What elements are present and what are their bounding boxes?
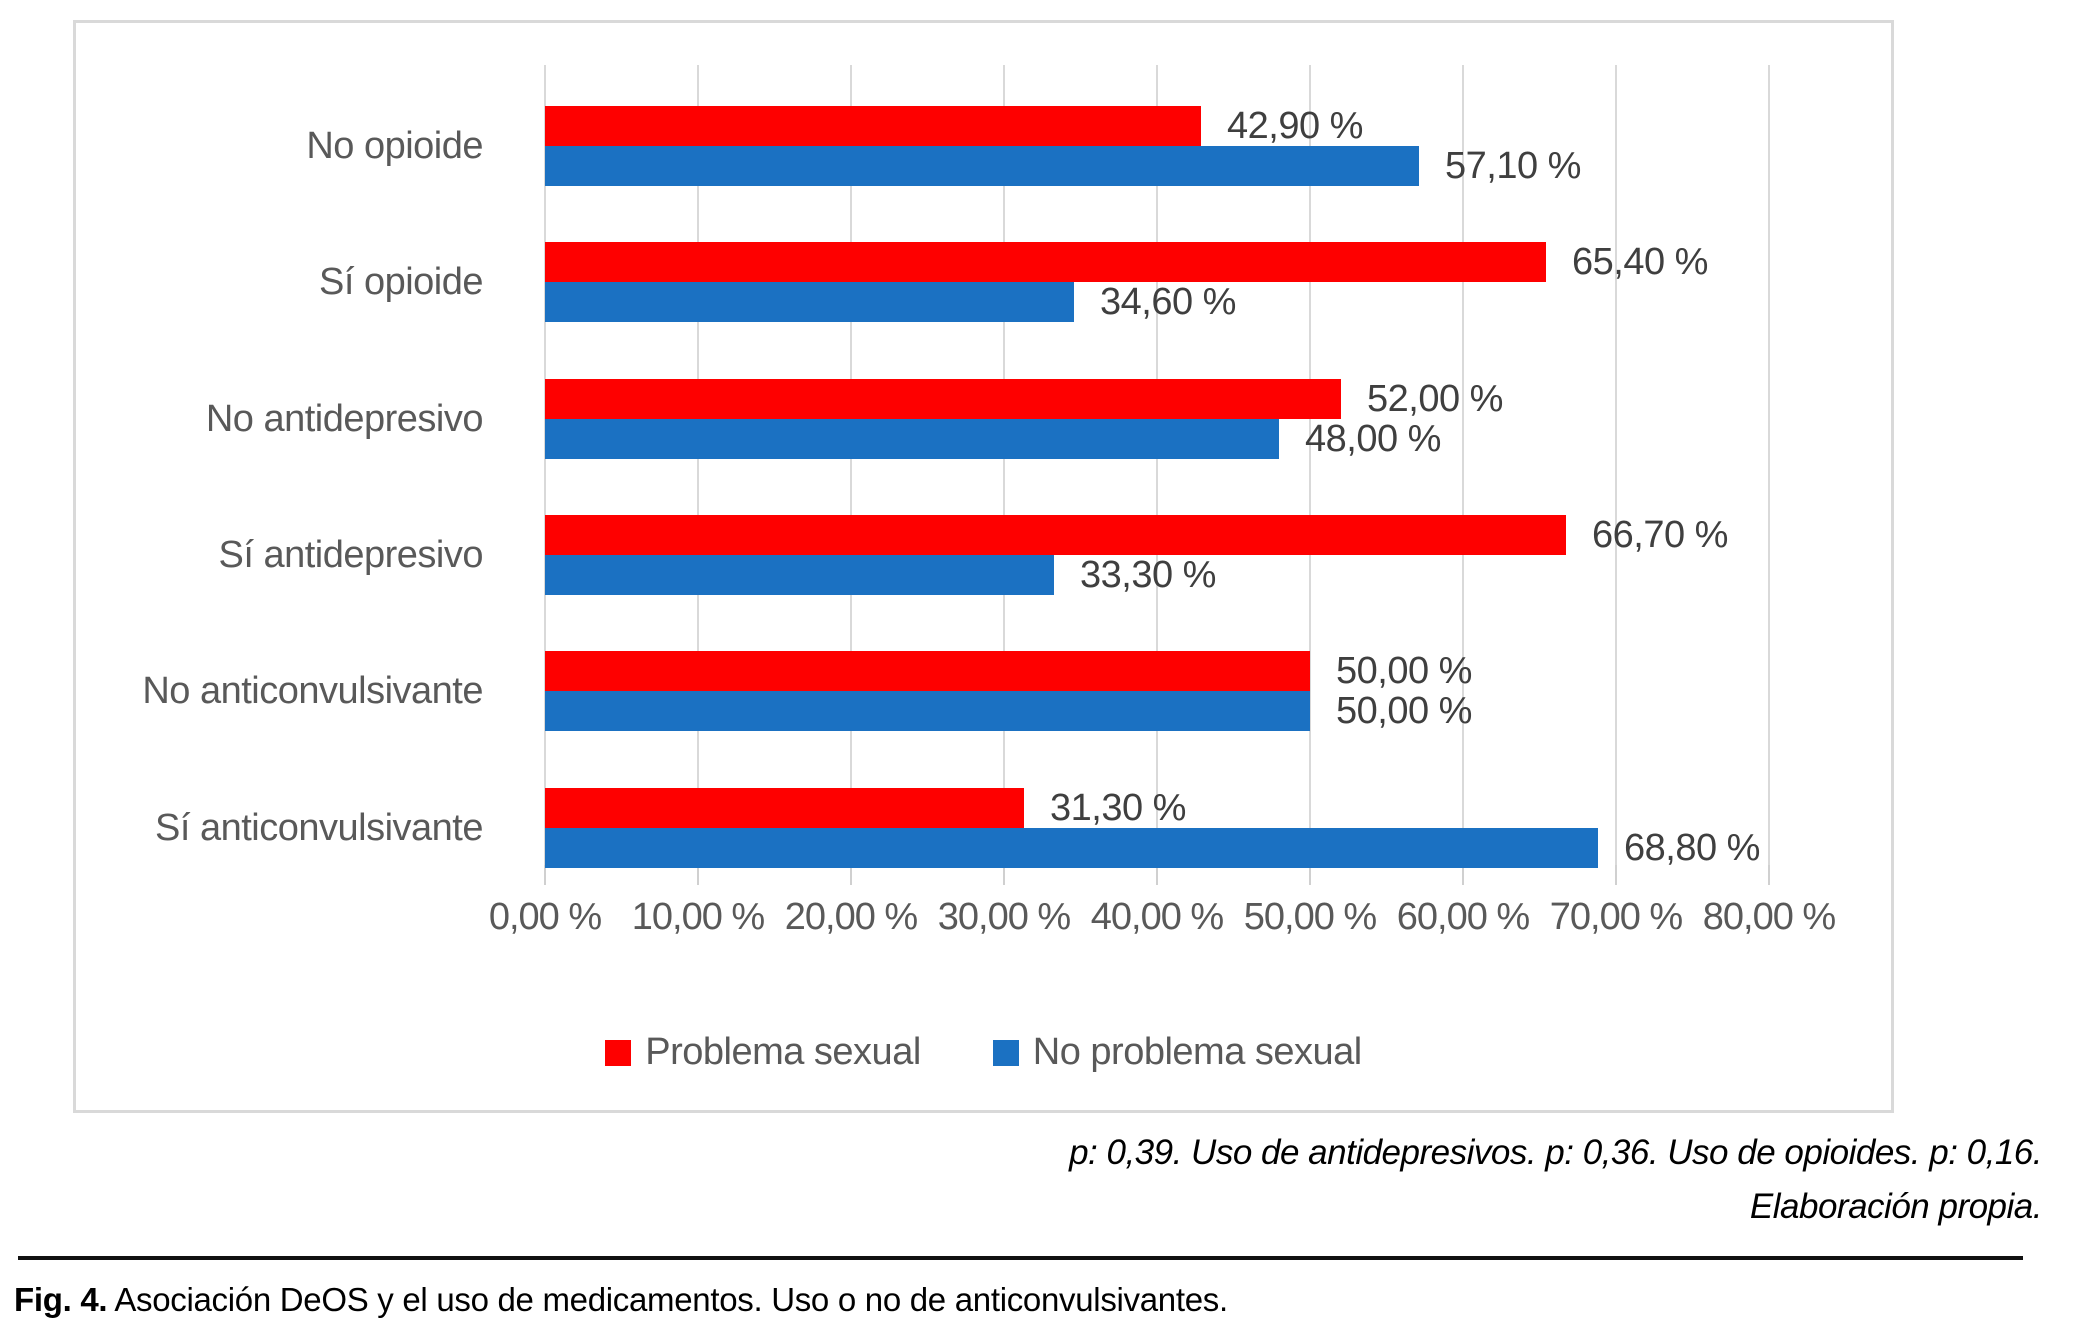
- figure-caption: Fig. 4. Asociación DeOS y el uso de medi…: [14, 1278, 2014, 1322]
- x-axis-tick-label: 80,00 %: [1702, 896, 1836, 938]
- category-label: No antidepresivo: [205, 397, 484, 440]
- gridline: [1003, 65, 1005, 865]
- bar-problema-sexual: [545, 515, 1566, 555]
- x-axis-tick-label: 60,00 %: [1396, 896, 1530, 938]
- figure-notes: p: 0,39. Uso de antidepresivos. p: 0,36.…: [500, 1126, 2042, 1234]
- bar-no-problema-sexual: [545, 419, 1279, 459]
- category-label: No opioide: [306, 125, 483, 167]
- axis-tick: [544, 865, 546, 885]
- legend-swatch-problema-sexual: [605, 1039, 632, 1066]
- axis-tick: [1462, 865, 1464, 885]
- axis-tick: [1768, 865, 1770, 885]
- x-axis-tick-label: 40,00 %: [1090, 896, 1224, 938]
- category-label: Sí antidepresivo: [218, 533, 484, 576]
- legend-entry-problema-sexual: Problema sexual: [605, 1031, 921, 1074]
- bar-problema-sexual: [545, 788, 1024, 828]
- bar-no-problema-sexual: [545, 146, 1419, 186]
- gridline: [1309, 65, 1311, 865]
- gridline: [544, 65, 546, 865]
- figure-caption-text: Asociación DeOS y el uso de medicamentos…: [114, 1281, 1228, 1318]
- bar-no-problema-sexual: [545, 828, 1598, 868]
- data-label: 65,40 %: [1572, 241, 1708, 283]
- data-label: 33,30 %: [1080, 554, 1216, 596]
- stats-note: p: 0,39. Uso de antidepresivos. p: 0,36.…: [1069, 1133, 2042, 1172]
- figure-caption-label: Fig. 4.: [14, 1281, 108, 1318]
- legend-swatch-no-problema-sexual: [992, 1039, 1019, 1066]
- category-label: No anticonvulsivante: [142, 670, 483, 713]
- data-label: 34,60 %: [1100, 281, 1236, 323]
- gridline: [697, 65, 699, 865]
- plot-area: [544, 65, 1770, 885]
- data-label: 50,00 %: [1336, 650, 1472, 692]
- data-label: 66,70 %: [1592, 514, 1728, 556]
- data-label: 52,00 %: [1367, 378, 1503, 420]
- x-axis-tick-label: 50,00 %: [1243, 896, 1377, 938]
- legend-label-no-problema-sexual: No problema sexual: [1032, 1031, 1362, 1073]
- x-axis-tick-label: 20,00 %: [784, 896, 918, 938]
- x-axis-tick-label: 30,00 %: [937, 896, 1071, 938]
- axis-tick: [1003, 865, 1005, 885]
- category-label: Sí anticonvulsivante: [155, 806, 483, 849]
- bar-problema-sexual: [545, 242, 1546, 282]
- data-label: 31,30 %: [1050, 787, 1186, 829]
- gridline: [850, 65, 852, 865]
- axis-tick: [1156, 865, 1158, 885]
- gridline: [1615, 65, 1617, 865]
- axis-tick: [697, 865, 699, 885]
- legend-label-problema-sexual: Problema sexual: [645, 1031, 921, 1073]
- axis-tick: [850, 865, 852, 885]
- x-axis-tick-label: 0,00 %: [488, 896, 602, 938]
- source-note: Elaboración propia.: [1749, 1187, 2043, 1226]
- data-label: 48,00 %: [1305, 418, 1441, 460]
- x-axis-tick-label: 70,00 %: [1549, 896, 1683, 938]
- bar-problema-sexual: [545, 106, 1201, 146]
- bar-chart: Problema sexual No problema sexual 0,00 …: [73, 20, 1894, 1113]
- legend-entry-no-problema-sexual: No problema sexual: [992, 1031, 1362, 1074]
- bar-problema-sexual: [545, 379, 1341, 419]
- data-label: 42,90 %: [1227, 105, 1363, 147]
- x-axis-tick-label: 10,00 %: [631, 896, 765, 938]
- bar-no-problema-sexual: [545, 555, 1054, 595]
- bar-no-problema-sexual: [545, 691, 1310, 731]
- gridline: [1462, 65, 1464, 865]
- gridline: [1156, 65, 1158, 865]
- data-label: 68,80 %: [1624, 827, 1760, 869]
- caption-divider: [18, 1256, 2023, 1260]
- chart-legend: Problema sexual No problema sexual: [76, 1031, 1891, 1074]
- bar-no-problema-sexual: [545, 282, 1074, 322]
- data-label: 57,10 %: [1445, 145, 1581, 187]
- axis-tick: [1615, 865, 1617, 885]
- axis-tick: [1309, 865, 1311, 885]
- bar-problema-sexual: [545, 651, 1310, 691]
- category-label: Sí opioide: [318, 261, 484, 304]
- gridline: [1768, 65, 1770, 865]
- data-label: 50,00 %: [1336, 690, 1472, 732]
